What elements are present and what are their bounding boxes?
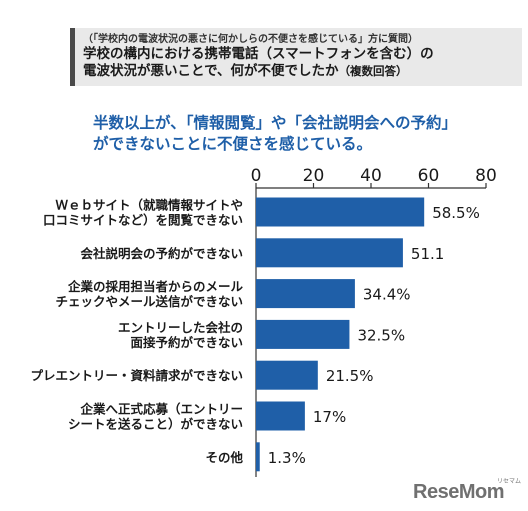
chart-headline: 半数以上が、「情報閲覧」や「会社説明会への予約」 ができないことに不便さを感じて… [93, 113, 513, 155]
category-label: 会社説明会の予約ができない [80, 246, 243, 261]
bar [256, 401, 305, 431]
data-label: 21.5% [326, 367, 374, 385]
question-title-line2: 電波状況が悪いことで、何が不便でしたか（複数回答） [83, 63, 522, 80]
bar [256, 279, 355, 309]
x-tick-label: 0 [251, 166, 262, 186]
x-tick-label: 80 [475, 166, 497, 186]
category-label: シートを送ること）ができない [68, 417, 243, 432]
question-title-suffix: （複数回答） [338, 64, 408, 78]
data-label: 51.1 [411, 245, 444, 263]
data-label: 17% [313, 408, 346, 426]
bar [256, 360, 318, 390]
data-label: 34.4% [363, 286, 411, 304]
x-tick-label: 20 [303, 166, 325, 186]
bar [256, 319, 350, 349]
resemom-logo-kana: リセマム [497, 478, 522, 485]
headline-line1: 半数以上が、「情報閲覧」や「会社説明会への予約」 [93, 114, 457, 132]
category-label: Ｗｅｂサイト（就職情報サイトや [55, 198, 243, 213]
headline-line2: ができないことに不便さを感じている。 [93, 135, 373, 153]
question-title-line1: 学校の構内における携帯電話（スマートフォンを含む）の [83, 46, 434, 62]
resemom-logo: ReseMom [413, 481, 504, 503]
category-label: 口コミサイトなど）を閲覧できない [43, 213, 243, 228]
category-label: その他 [205, 450, 243, 465]
category-label: エントリーした会社の [118, 320, 243, 335]
category-label: チェックやメール送信ができない [55, 294, 243, 309]
category-label: プレエントリー・資料請求ができない [30, 368, 243, 383]
question-header: （「学校内の電波状況の悪さに何かしらの不便さを感じている」方に質問） 学校の構内… [70, 28, 522, 86]
bar [256, 442, 260, 472]
data-label: 58.5% [432, 204, 480, 222]
category-label: 面接予約ができない [130, 335, 243, 350]
question-title-main: 電波状況が悪いことで、何が不便でしたか [83, 63, 339, 79]
data-label: 1.3% [268, 449, 306, 467]
bar [256, 238, 403, 268]
data-label: 32.5% [357, 326, 405, 344]
category-label: 企業の採用担当者からのメール [67, 279, 244, 294]
x-tick-label: 60 [418, 166, 440, 186]
question-note: （「学校内の電波状況の悪さに何かしらの不便さを感じている」方に質問） [83, 34, 418, 45]
bar [256, 197, 425, 227]
x-tick-label: 40 [360, 166, 382, 186]
category-label: 企業へ正式応募（エントリー [79, 402, 243, 417]
